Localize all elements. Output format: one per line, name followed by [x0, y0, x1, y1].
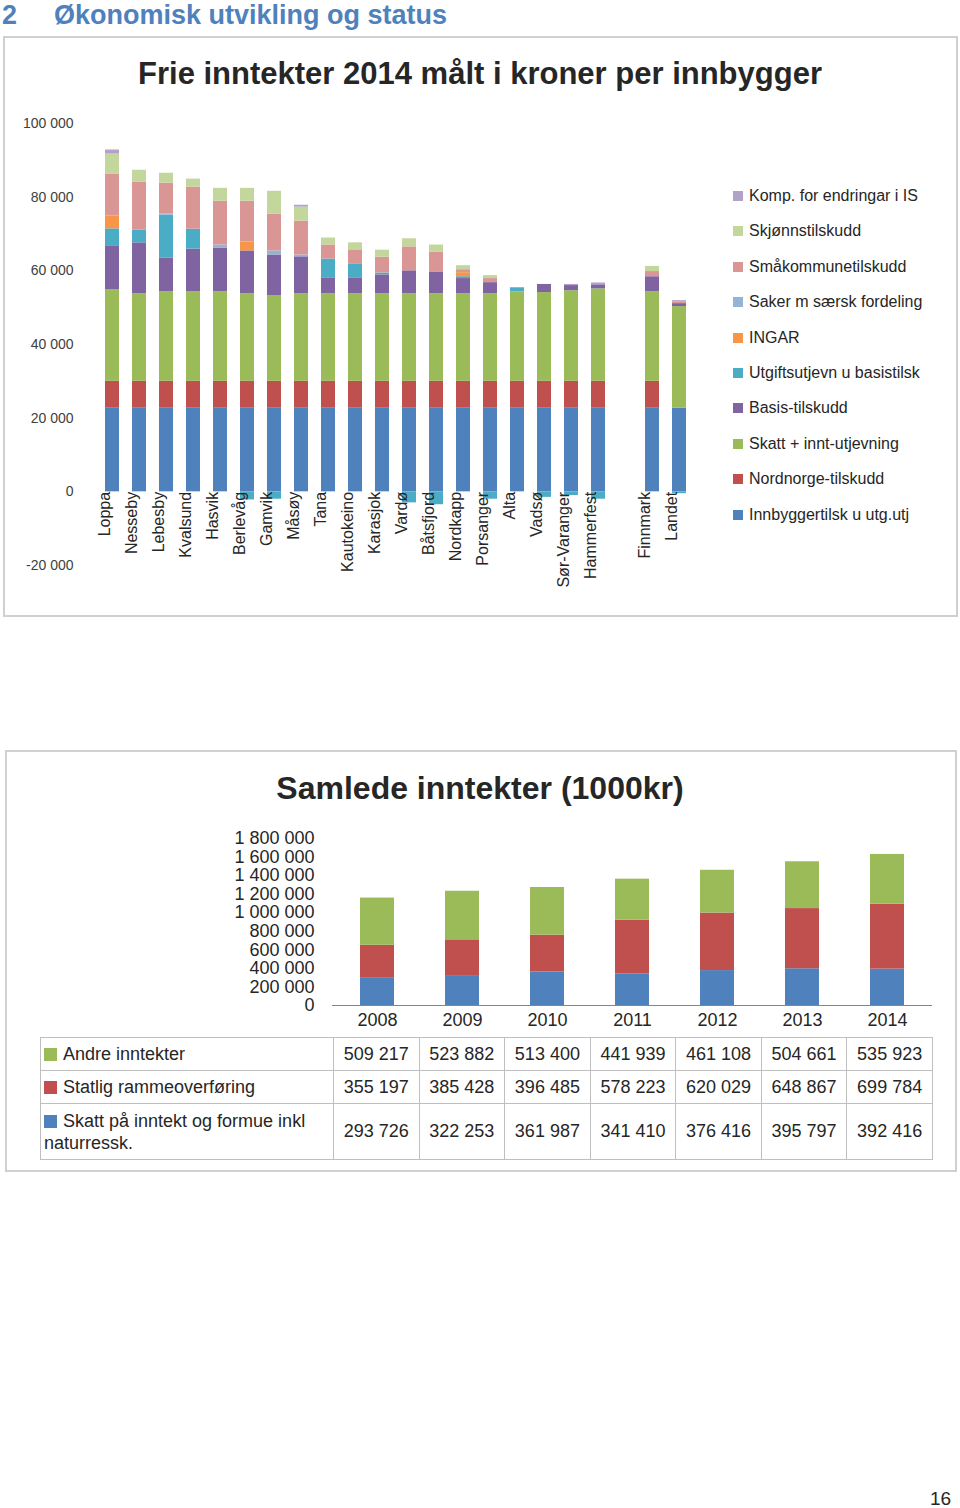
- svg-text:Nesseby: Nesseby: [123, 492, 140, 554]
- html-text:Saker m særsk fordeling: Saker m særsk fordeling: [749, 293, 923, 311]
- html-text:376 416: 376 416: [686, 1121, 752, 1141]
- html-text:2: 2: [2, 0, 17, 30]
- svg-text:Berlevåg: Berlevåg: [231, 492, 248, 555]
- html-text:509 217: 509 217: [343, 1043, 409, 1064]
- html-text:385 428: 385 428: [429, 1076, 495, 1097]
- svg-text:Hammerfest: Hammerfest: [582, 491, 599, 579]
- html-text:Andre inntekter: Andre inntekter: [63, 1043, 186, 1064]
- html-text:Innbyggertilsk u utg.utj: Innbyggertilsk u utg.utj: [749, 505, 910, 523]
- svg-text:600 000: 600 000: [249, 940, 314, 960]
- svg-text:Båtsfjord: Båtsfjord: [420, 492, 437, 555]
- html-text:16: 16: [930, 1488, 952, 1508]
- html-text:322 253: 322 253: [429, 1121, 495, 1141]
- html-text:341 410: 341 410: [600, 1121, 666, 1141]
- svg-text:Porsanger: Porsanger: [474, 491, 491, 565]
- html-text:648 867: 648 867: [771, 1076, 837, 1097]
- html-text:Utgiftsutjevn u basistilsk: Utgiftsutjevn u basistilsk: [749, 364, 920, 381]
- svg-text:60 000: 60 000: [31, 262, 74, 278]
- svg-text:Landet: Landet: [663, 491, 680, 540]
- svg-text:20 000: 20 000: [31, 410, 74, 426]
- html-text:535 923: 535 923: [857, 1043, 923, 1064]
- svg-text:400 000: 400 000: [249, 958, 314, 978]
- svg-text:2014: 2014: [867, 1010, 907, 1030]
- html-text:Samlede inntekter (1000kr): Samlede inntekter (1000kr): [276, 770, 684, 806]
- svg-text:Tana: Tana: [312, 492, 329, 527]
- html-text:523 882: 523 882: [429, 1043, 495, 1064]
- svg-text:1 400 000: 1 400 000: [234, 865, 314, 885]
- svg-text:Vardø: Vardø: [393, 492, 410, 535]
- html-text:Frie inntekter 2014 målt i kro: Frie inntekter 2014 målt i kroner per in…: [138, 56, 822, 91]
- svg-text:Hasvik: Hasvik: [204, 491, 221, 540]
- html-text:Komp. for endringar i IS: Komp. for endringar i IS: [749, 187, 918, 204]
- svg-text:Kvalsund: Kvalsund: [177, 492, 194, 558]
- html-text:Småkommunetilskudd: Småkommunetilskudd: [749, 257, 907, 275]
- html-text:355 197: 355 197: [343, 1076, 409, 1097]
- html-text:Økonomisk utvikling og status: Økonomisk utvikling og status: [54, 0, 448, 30]
- html-text:396 485: 396 485: [514, 1076, 580, 1097]
- html-text:Basis-tilskudd: Basis-tilskudd: [749, 399, 848, 417]
- svg-text:Sør-Varanger: Sør-Varanger: [555, 491, 572, 587]
- svg-text:2009: 2009: [442, 1010, 482, 1030]
- svg-text:Kautokeino: Kautokeino: [339, 492, 356, 572]
- html-text:Skjønnstilskudd: Skjønnstilskudd: [749, 222, 861, 240]
- html-text:Nordnorge-tilskudd: Nordnorge-tilskudd: [749, 470, 885, 488]
- html-text:504 661: 504 661: [771, 1043, 837, 1064]
- svg-text:100 000: 100 000: [23, 115, 74, 131]
- html-text:INGAR: INGAR: [749, 328, 800, 346]
- svg-text:Vadsø: Vadsø: [528, 492, 545, 537]
- svg-text:1 600 000: 1 600 000: [234, 847, 314, 867]
- html-text:293 726: 293 726: [343, 1121, 409, 1141]
- svg-text:80 000: 80 000: [31, 189, 74, 205]
- svg-text:0: 0: [66, 483, 74, 499]
- svg-text:Gamvik: Gamvik: [258, 491, 275, 546]
- svg-text:Nordkapp: Nordkapp: [447, 492, 464, 561]
- html-text:461 108: 461 108: [686, 1043, 752, 1064]
- svg-text:-20 000: -20 000: [26, 557, 74, 573]
- html-text:441 939: 441 939: [600, 1043, 666, 1064]
- svg-text:0: 0: [304, 995, 314, 1015]
- svg-text:1 000 000: 1 000 000: [234, 902, 314, 922]
- html-text:Statlig rammeoverføring: Statlig rammeoverføring: [63, 1076, 256, 1097]
- svg-text:800 000: 800 000: [249, 921, 314, 941]
- svg-text:Loppa: Loppa: [96, 492, 113, 537]
- svg-text:Finnmark: Finnmark: [636, 491, 653, 559]
- html-text:620 029: 620 029: [686, 1076, 752, 1097]
- svg-text:200 000: 200 000: [249, 977, 314, 997]
- html-text:513 400: 513 400: [514, 1043, 580, 1064]
- html-text:699 784: 699 784: [857, 1076, 923, 1097]
- svg-text:Alta: Alta: [501, 492, 518, 520]
- html-text:578 223: 578 223: [600, 1076, 666, 1097]
- svg-text:40 000: 40 000: [31, 336, 74, 352]
- html-text:Skatt + innt-utjevning: Skatt + innt-utjevning: [749, 434, 899, 452]
- html-text:361 987: 361 987: [514, 1121, 580, 1141]
- svg-text:Lebesby: Lebesby: [150, 492, 167, 553]
- svg-text:Måsøy: Måsøy: [285, 492, 302, 540]
- svg-text:2013: 2013: [782, 1010, 822, 1030]
- html-text:395 797: 395 797: [771, 1121, 837, 1141]
- svg-text:2010: 2010: [527, 1010, 567, 1030]
- svg-text:2012: 2012: [697, 1010, 737, 1030]
- html-text:392 416: 392 416: [857, 1121, 923, 1141]
- svg-text:2011: 2011: [613, 1010, 652, 1030]
- html-text:Skatt på inntekt og formue ink: Skatt på inntekt og formue inkl naturres…: [44, 1110, 306, 1153]
- svg-text:1 800 000: 1 800 000: [234, 828, 314, 848]
- svg-text:Karasjok: Karasjok: [366, 491, 383, 554]
- svg-text:1 200 000: 1 200 000: [234, 884, 314, 904]
- svg-text:2008: 2008: [357, 1010, 397, 1030]
